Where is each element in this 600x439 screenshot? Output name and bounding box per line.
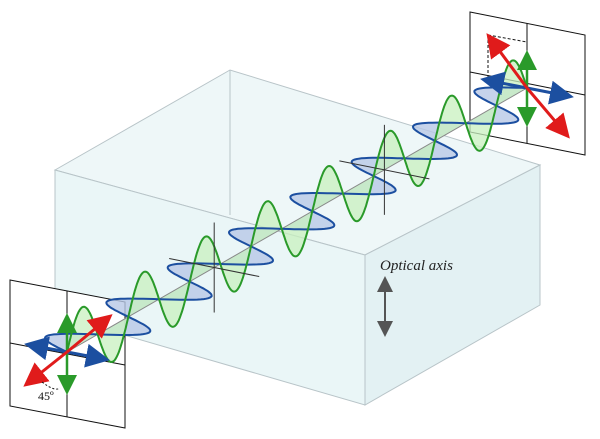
optical-axis-label: Optical axis <box>380 258 453 274</box>
crosshair-1-horizontal <box>169 258 260 278</box>
angle-label: 45º <box>38 389 54 403</box>
output-polarization-arrow <box>486 33 529 89</box>
vertical-wave <box>66 59 528 364</box>
horizontal-component-arrow <box>24 336 68 361</box>
vertical-wave-fill <box>67 60 527 363</box>
propagation-axis <box>66 87 528 353</box>
crosshair-2-horizontal <box>339 160 430 180</box>
input-polarization-arrow <box>66 314 113 354</box>
output-vectors <box>480 33 574 139</box>
input-vectors: 45º <box>23 313 113 403</box>
wave-group <box>43 59 528 364</box>
horizontal-wave <box>43 86 528 353</box>
